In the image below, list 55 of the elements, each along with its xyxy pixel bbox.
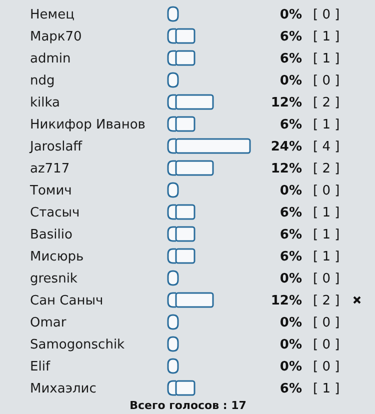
data-label: 0%	[280, 338, 302, 353]
y-tick-label: Сан Саныч	[30, 294, 104, 309]
y-tick-label: az717	[30, 162, 70, 177]
data-label: 6%	[280, 118, 302, 133]
text: [ 2 ]	[313, 96, 340, 111]
y-tick-label: Томич	[29, 184, 72, 199]
y-tick-label: Samogonschik	[30, 338, 126, 353]
data-label: 6%	[280, 382, 302, 397]
text: [ 1 ]	[313, 228, 340, 243]
data-label: 6%	[280, 250, 302, 265]
data-label: 24%	[270, 140, 302, 155]
y-tick-label: Стасыч	[30, 206, 80, 221]
y-tick-label: Михаэлис	[30, 382, 96, 397]
data-label: 12%	[270, 96, 302, 111]
text: [ 1 ]	[313, 118, 340, 133]
text: [ 1 ]	[313, 250, 340, 265]
data-label: 12%	[270, 162, 302, 177]
data-label: 0%	[280, 74, 302, 89]
data-label: 6%	[280, 206, 302, 221]
data-label: 12%	[270, 294, 302, 309]
y-tick-label: Немец	[30, 8, 75, 23]
data-label: 0%	[280, 184, 302, 199]
data-label: 0%	[280, 360, 302, 375]
text: [ 0 ]	[313, 8, 340, 23]
y-tick-label: Basilio	[30, 228, 72, 243]
data-label: 6%	[280, 52, 302, 67]
text: [ 4 ]	[313, 140, 340, 155]
data-label: 0%	[280, 272, 302, 287]
y-tick-label: Elif	[30, 360, 50, 375]
text: [ 1 ]	[313, 52, 340, 67]
text: [ 2 ]	[313, 294, 340, 309]
text: [ 0 ]	[313, 74, 340, 89]
text: [ 0 ]	[313, 184, 340, 199]
text: [ 1 ]	[313, 30, 340, 45]
y-tick-label: ndg	[30, 74, 55, 89]
y-tick-label: Мисюрь	[30, 250, 84, 265]
y-tick-label: kilka	[30, 96, 60, 111]
text: [ 0 ]	[313, 316, 340, 331]
y-tick-label: Никифор Иванов	[30, 118, 146, 133]
annotation: Всего голосов : 17	[130, 399, 246, 412]
text: [ 0 ]	[313, 360, 340, 375]
data-label: 0%	[280, 316, 302, 331]
y-tick-label: Марк70	[30, 30, 82, 45]
data-label: 6%	[280, 228, 302, 243]
text: [ 1 ]	[313, 206, 340, 221]
data-label: 6%	[280, 30, 302, 45]
text: [ 1 ]	[313, 382, 340, 397]
y-tick-label: admin	[30, 52, 71, 67]
text: [ 0 ]	[313, 338, 340, 353]
y-tick-label: Omar	[30, 316, 67, 331]
y-tick-label: gresnik	[30, 272, 78, 287]
text: [ 2 ]	[313, 162, 340, 177]
y-tick-label: Jaroslaff	[29, 140, 84, 155]
data-label: 0%	[280, 8, 302, 23]
text: [ 0 ]	[313, 272, 340, 287]
